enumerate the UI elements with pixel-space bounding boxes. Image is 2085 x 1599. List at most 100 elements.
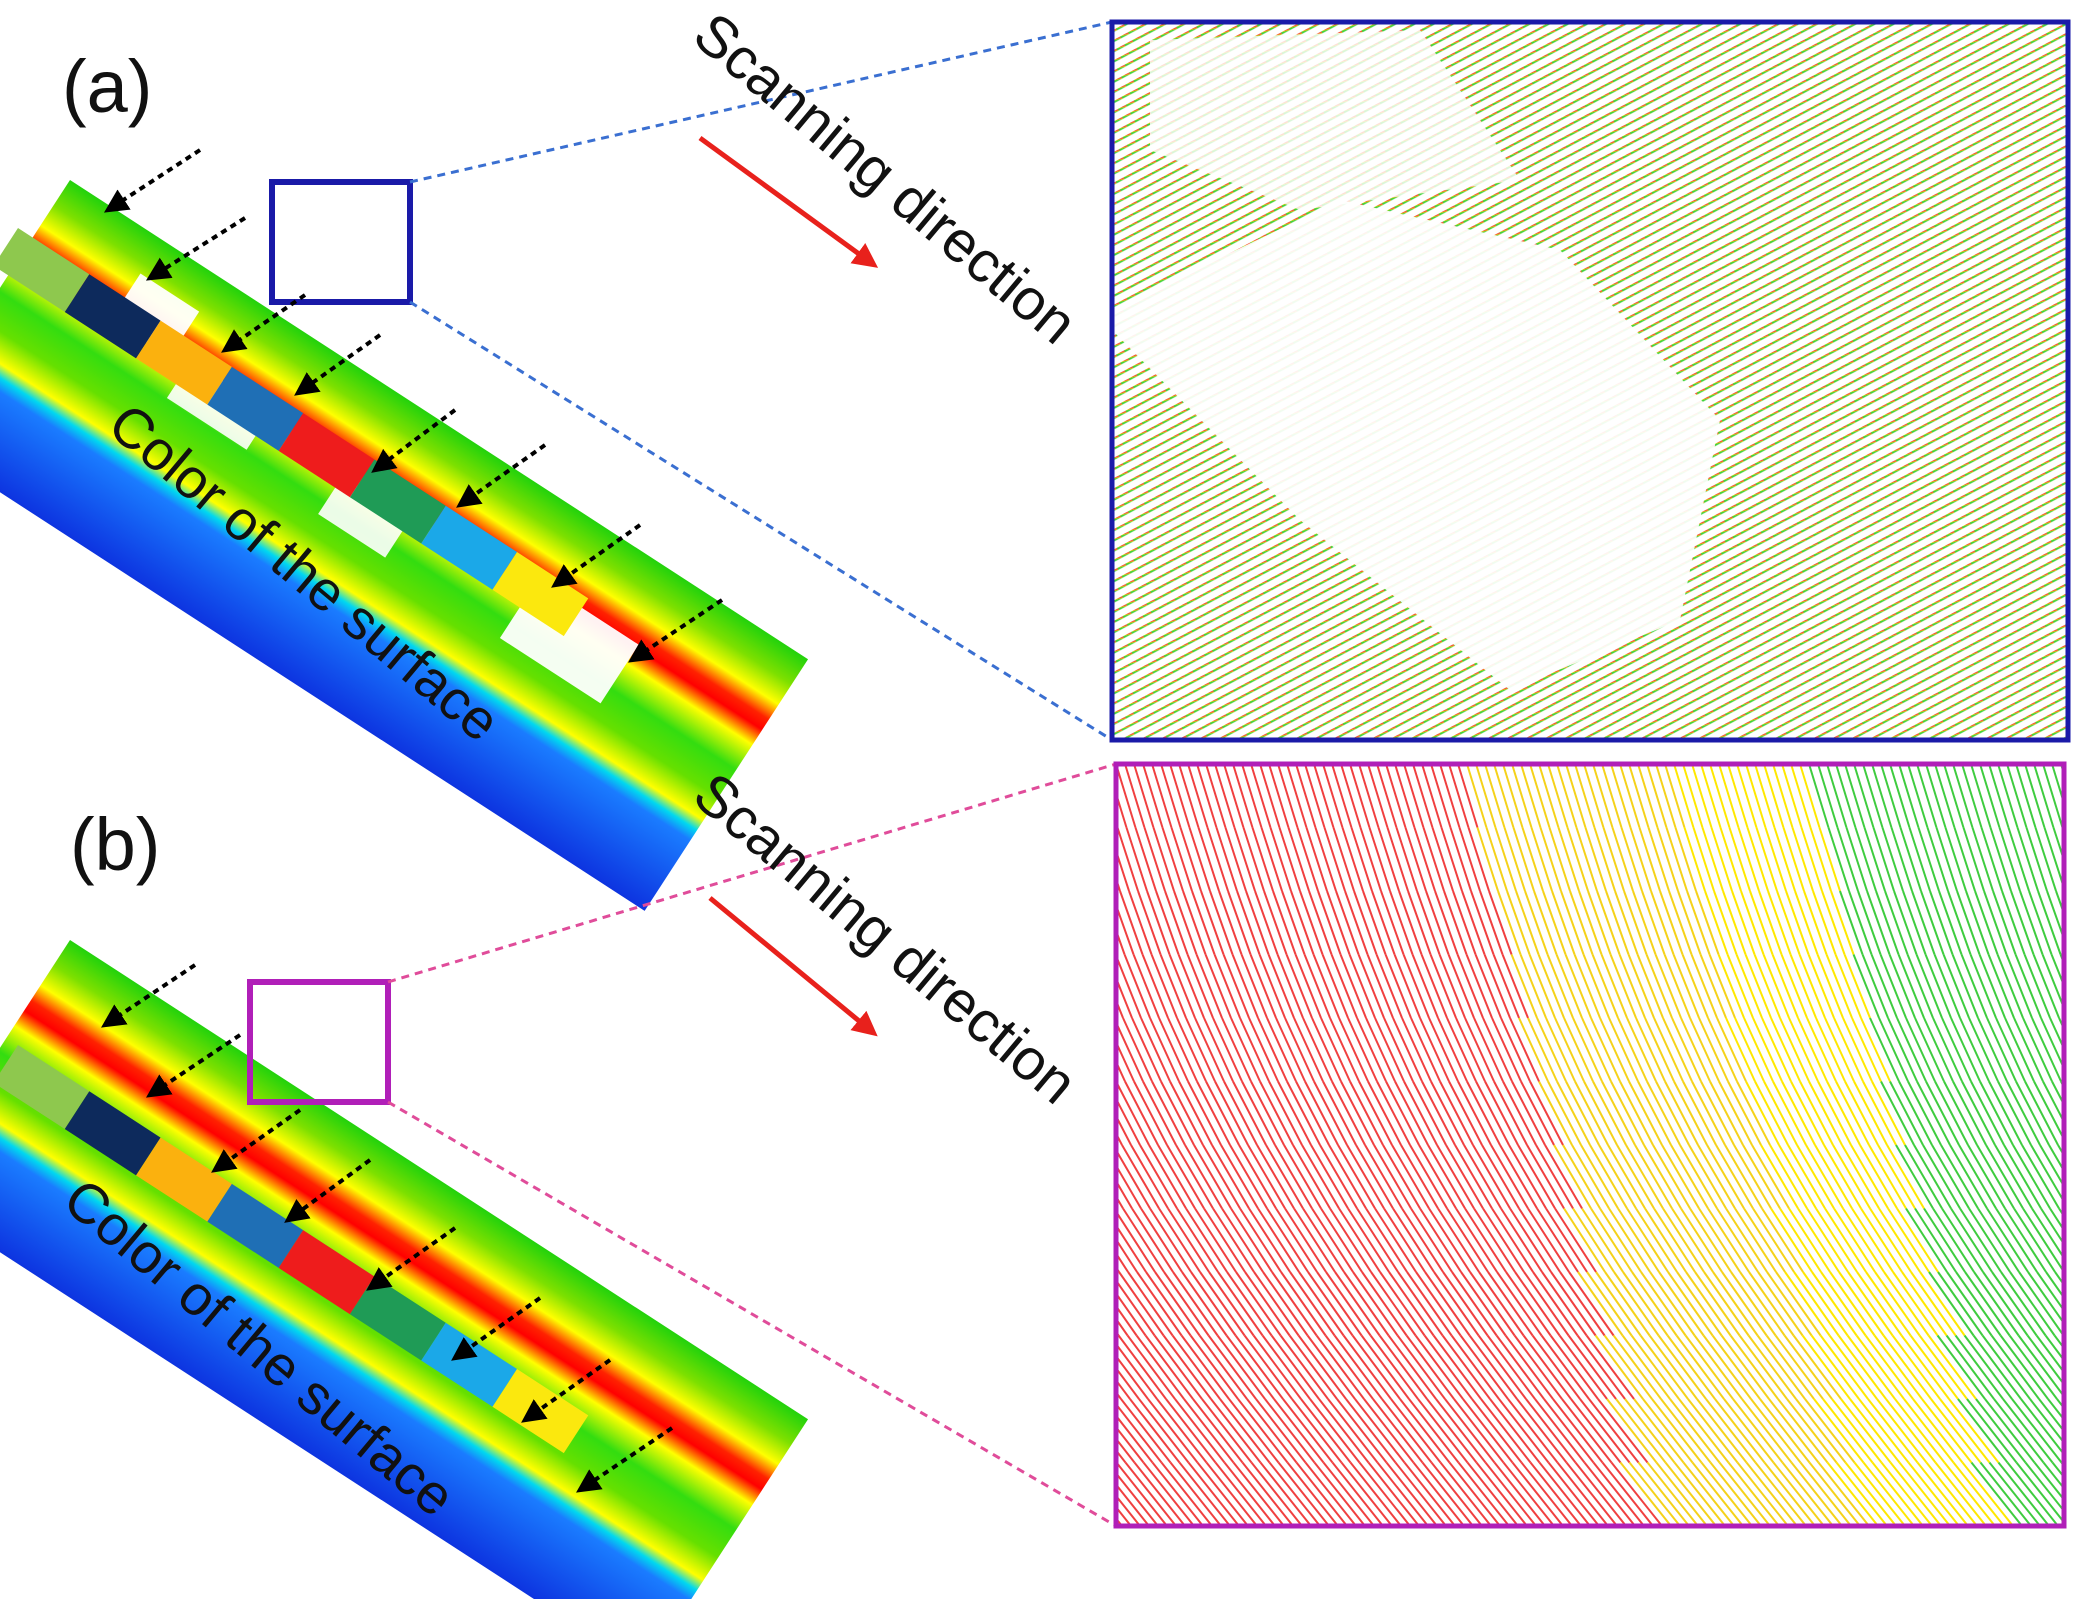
scan-line-segment bbox=[1174, 1398, 1226, 1464]
scan-line-segment bbox=[1008, 1463, 1059, 1527]
scan-line-segment bbox=[1618, 954, 1646, 1019]
scan-line-segment bbox=[1485, 827, 1508, 892]
scan-line-segment bbox=[1116, 764, 1137, 828]
scan-line-segment bbox=[1116, 1078, 1117, 1082]
scan-line-segment bbox=[1754, 1461, 1807, 1526]
scan-line-segment bbox=[1806, 1207, 1849, 1273]
scan-line-segment bbox=[1116, 1179, 1133, 1210]
scan-line-segment bbox=[1241, 764, 1263, 828]
scan-line-segment bbox=[941, 1399, 990, 1463]
scan-line-segment bbox=[1053, 955, 1078, 1019]
scan-line-segment bbox=[981, 764, 1000, 828]
scan-line-segment bbox=[771, 1145, 808, 1209]
scan-line-segment bbox=[1048, 891, 1071, 955]
scan-line-segment bbox=[1771, 954, 1799, 1019]
scan-line-segment bbox=[1789, 954, 1817, 1019]
scan-line-segment bbox=[1349, 1461, 1402, 1526]
scan-line-segment bbox=[1713, 890, 1738, 955]
scan-line-segment bbox=[1568, 1271, 1615, 1337]
scan-line-segment bbox=[1062, 1463, 1113, 1527]
scan-line-segment bbox=[1807, 954, 1835, 1019]
scan-line-segment bbox=[1511, 764, 1533, 828]
scan-line-segment bbox=[954, 1463, 1005, 1527]
scan-line-segment bbox=[1759, 1398, 1811, 1464]
scan-line-segment bbox=[1333, 1334, 1383, 1400]
scan-line-segment bbox=[1502, 764, 1524, 828]
scan-line-segment bbox=[1860, 1017, 1891, 1082]
scan-line-segment bbox=[1323, 827, 1346, 892]
scan-line-segment bbox=[891, 1082, 924, 1146]
scan-line-segment bbox=[1467, 827, 1490, 892]
color-swatch bbox=[278, 1230, 375, 1315]
scan-line-segment bbox=[688, 891, 711, 955]
scan-line-segment bbox=[1188, 827, 1211, 892]
scan-line-segment bbox=[1709, 1081, 1744, 1146]
scan-line-segment bbox=[1761, 1207, 1804, 1273]
scan-line-segment bbox=[1238, 1144, 1277, 1210]
scan-line-segment bbox=[1116, 1304, 1138, 1337]
scan-line-segment bbox=[1371, 890, 1396, 955]
scan-line-segment bbox=[1509, 1207, 1552, 1273]
scan-line-segment bbox=[720, 1082, 753, 1146]
scan-line-segment bbox=[2015, 764, 2037, 828]
scan-line-segment bbox=[1122, 1017, 1153, 1082]
scan-line-segment bbox=[1217, 1271, 1264, 1337]
scan-line-segment bbox=[1904, 1144, 1943, 1210]
scan-line-segment bbox=[855, 1082, 888, 1146]
scan-line-segment bbox=[1535, 1144, 1574, 1210]
scan-line-segment bbox=[735, 1145, 772, 1209]
scan-line-segment bbox=[2055, 890, 2064, 917]
scan-line-segment bbox=[1373, 1144, 1412, 1210]
scan-line-segment bbox=[1766, 1271, 1813, 1337]
scan-line-segment bbox=[909, 1082, 942, 1146]
scan-line-segment bbox=[1573, 954, 1601, 1019]
scan-line-segment bbox=[1645, 954, 1673, 1019]
scan-line-segment bbox=[1562, 1144, 1601, 1210]
color-swatch bbox=[421, 505, 518, 590]
scan-line-segment bbox=[1493, 1081, 1528, 1146]
scan-line-segment bbox=[1003, 891, 1026, 955]
scan-line-segment bbox=[915, 1145, 952, 1209]
scan-line-segment bbox=[1714, 1398, 1766, 1464]
scan-line-segment bbox=[1439, 1461, 1492, 1526]
scan-line-segment bbox=[1700, 1081, 1735, 1146]
scan-line-segment bbox=[1389, 890, 1414, 955]
color-swatch bbox=[421, 1322, 518, 1407]
scan-line-segment bbox=[943, 1209, 984, 1273]
scan-line-segment bbox=[1339, 954, 1367, 1019]
scan-line-segment bbox=[966, 1336, 1013, 1400]
scan-line-segment bbox=[702, 1082, 735, 1146]
scan-line-segment bbox=[1817, 1081, 1852, 1146]
scan-line-segment bbox=[1176, 1207, 1219, 1273]
scan-line-segment bbox=[2033, 764, 2055, 828]
scan-line-segment bbox=[2044, 1334, 2064, 1362]
scan-line-segment bbox=[1369, 1334, 1419, 1400]
scan-line-segment bbox=[756, 955, 781, 1019]
scan-line-segment bbox=[1501, 954, 1529, 1019]
scan-line-segment bbox=[834, 1145, 871, 1209]
scan-line-segment bbox=[781, 1018, 810, 1082]
scan-line-segment bbox=[1154, 1271, 1201, 1337]
scan-line-segment bbox=[1715, 1144, 1754, 1210]
scan-line-segment bbox=[1986, 1017, 2017, 1082]
scan-line-segment bbox=[819, 1082, 852, 1146]
panel-b: (b) Scanning direction bbox=[0, 760, 1117, 1599]
scan-line-segment bbox=[1062, 955, 1087, 1019]
scan-line-segment bbox=[1646, 1081, 1681, 1146]
scan-line-segment bbox=[1248, 1017, 1279, 1082]
scan-line-segment bbox=[1288, 1334, 1338, 1400]
scan-line-segment bbox=[1656, 827, 1679, 892]
scan-line-segment bbox=[1362, 890, 1387, 955]
scan-line-segment bbox=[1068, 1145, 1105, 1209]
scan-line-segment bbox=[1965, 890, 1990, 955]
color-swatch bbox=[278, 413, 375, 498]
scan-line-segment bbox=[1758, 890, 1783, 955]
scan-line-segment bbox=[1870, 954, 1898, 1019]
scan-line-segment bbox=[1867, 1398, 1919, 1464]
scan-line-segment bbox=[1024, 1209, 1065, 1273]
scan-line-segment bbox=[1655, 1081, 1690, 1146]
scan-line-segment bbox=[1970, 1081, 2005, 1146]
scan-line-segment bbox=[1038, 1272, 1083, 1336]
scan-line-segment bbox=[792, 1082, 825, 1146]
scan-line-segment bbox=[1336, 1398, 1388, 1464]
